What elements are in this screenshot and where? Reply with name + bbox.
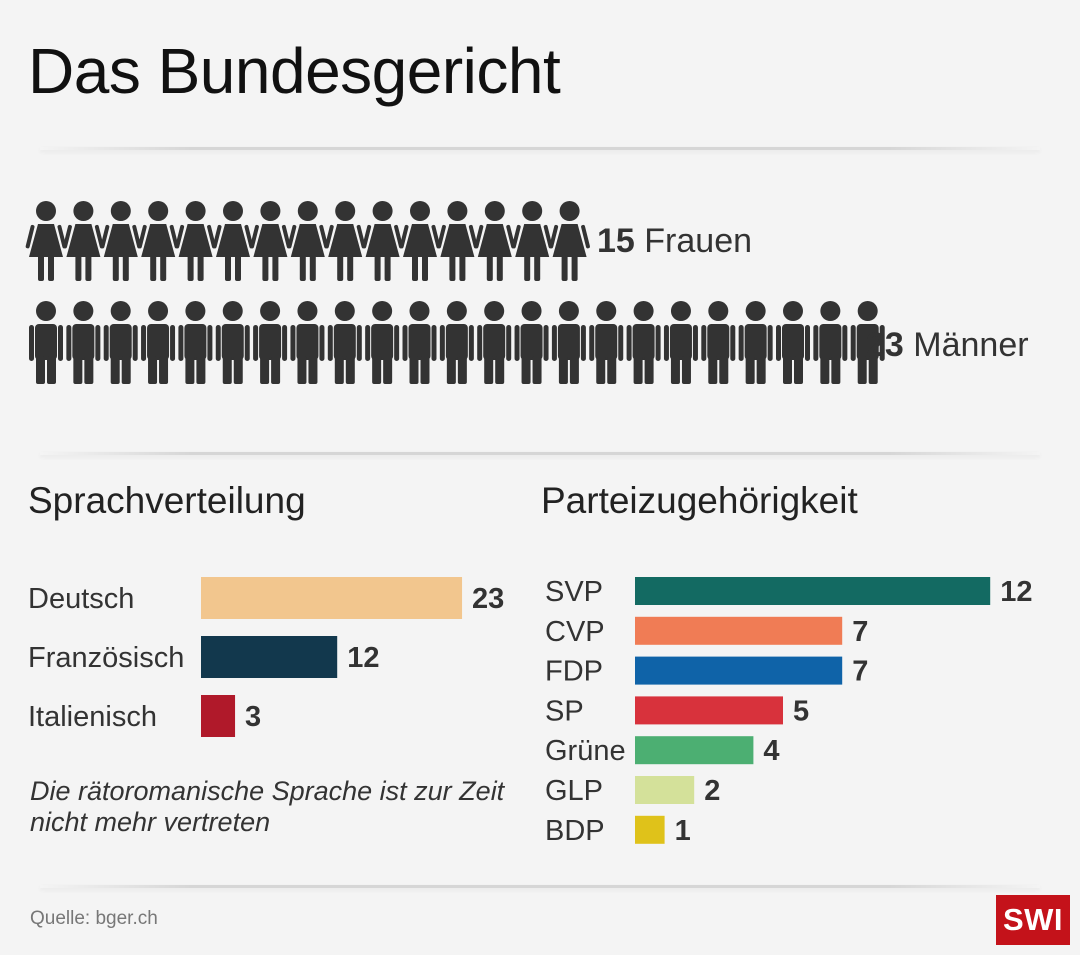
man-icon — [738, 301, 773, 384]
man-icon — [29, 301, 63, 384]
woman-icon — [250, 201, 291, 281]
value-label: 5 — [793, 695, 809, 727]
value-label: 7 — [852, 656, 868, 688]
woman-icon — [399, 201, 441, 281]
woman-icon — [137, 201, 179, 281]
language-bars: Deutsch 23 Französisch 12 Italienisch 3 — [28, 577, 504, 737]
value-label: 12 — [347, 642, 379, 674]
divider-middle — [40, 452, 1040, 455]
woman-icon — [511, 201, 553, 281]
woman-icon — [324, 201, 366, 281]
bar — [635, 776, 695, 804]
man-icon — [589, 301, 624, 384]
party-bars: SVP 12 CVP 7 FDP 7 SP 5 Grüne 4 GLP 2 BDP 1 — [545, 576, 1032, 847]
woman-icon — [25, 201, 67, 281]
woman-icon — [549, 201, 590, 281]
bar — [635, 577, 991, 605]
category-label: Italienisch — [28, 701, 157, 733]
men-count-label: 23 Männer — [866, 326, 1029, 365]
man-icon — [103, 301, 138, 384]
man-icon — [290, 301, 325, 384]
women-count-label: 15 Frauen — [597, 222, 752, 261]
man-icon — [776, 301, 810, 384]
category-label: GLP — [545, 775, 603, 807]
divider-bottom — [40, 885, 1040, 888]
man-icon — [663, 301, 698, 384]
men-label-text: Männer — [913, 326, 1029, 364]
man-icon — [551, 301, 586, 384]
bar — [201, 695, 236, 737]
page-title: Das Bundesgericht — [28, 35, 561, 107]
man-icon — [477, 301, 512, 384]
bar — [635, 616, 843, 645]
gender-figures — [25, 201, 885, 384]
bar — [635, 696, 783, 725]
woman-icon — [212, 201, 254, 281]
category-label: FDP — [545, 656, 603, 688]
category-label: Französisch — [28, 642, 184, 674]
category-label: Grüne — [545, 735, 626, 767]
bar — [635, 656, 843, 685]
swi-logo: SWI — [996, 895, 1070, 945]
language-chart-title: Sprachverteilung — [28, 480, 306, 521]
value-label: 3 — [245, 701, 261, 733]
romansh-note: Die rätoromanische Sprache ist zur Zeit … — [30, 776, 505, 837]
party-chart-title: Parteizugehörigkeit — [541, 480, 858, 521]
man-icon — [253, 301, 288, 384]
man-icon — [514, 301, 549, 384]
bar — [635, 736, 754, 765]
man-icon — [813, 301, 848, 384]
man-icon — [701, 301, 736, 384]
value-label: 4 — [763, 735, 779, 767]
women-count: 15 — [597, 222, 635, 260]
man-icon — [365, 301, 400, 384]
woman-icon — [63, 201, 104, 281]
value-label: 7 — [852, 616, 868, 648]
man-icon — [626, 301, 661, 384]
man-icon — [402, 301, 437, 384]
man-icon — [327, 301, 362, 384]
woman-icon — [100, 201, 142, 281]
value-label: 23 — [472, 583, 504, 615]
bar — [635, 815, 665, 844]
men-count: 23 — [866, 326, 904, 364]
woman-icon — [362, 201, 403, 281]
woman-icon — [437, 201, 478, 281]
value-label: 12 — [1000, 576, 1032, 608]
category-label: SP — [545, 695, 584, 727]
man-icon — [178, 301, 213, 384]
woman-icon — [175, 201, 216, 281]
man-icon — [215, 301, 250, 384]
category-label: SVP — [545, 576, 603, 608]
value-label: 2 — [704, 775, 720, 807]
category-label: CVP — [545, 616, 605, 648]
man-icon — [141, 301, 176, 384]
woman-icon — [287, 201, 329, 281]
bar — [201, 577, 463, 619]
divider-top — [40, 147, 1040, 150]
man-icon — [66, 301, 101, 384]
man-icon — [439, 301, 474, 384]
category-label: BDP — [545, 815, 605, 847]
source-label: Quelle: bger.ch — [30, 908, 158, 929]
man-icon — [850, 301, 885, 384]
woman-icon — [474, 201, 516, 281]
category-label: Deutsch — [28, 583, 134, 615]
value-label: 1 — [675, 815, 691, 847]
women-label-text: Frauen — [644, 222, 753, 260]
bar — [201, 636, 338, 678]
